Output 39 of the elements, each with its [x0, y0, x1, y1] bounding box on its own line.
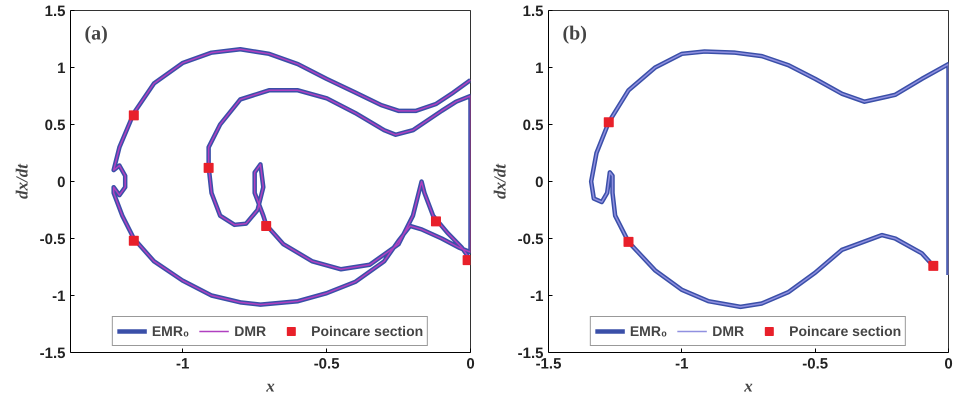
- y-axis-title: dx/dt: [490, 162, 510, 199]
- x-tick-label: 0: [466, 356, 475, 372]
- legend-label: EMR₀: [630, 323, 668, 339]
- x-tick-label: -0.5: [802, 356, 828, 372]
- y-tick-label: 0.5: [44, 117, 66, 134]
- y-tick-label: -1.5: [40, 345, 66, 362]
- point: [128, 110, 139, 120]
- legend-label: DMR: [712, 323, 744, 339]
- x-tick-label: -0.5: [314, 356, 340, 372]
- point: [128, 236, 139, 246]
- y-tick-label: -0.5: [40, 231, 66, 248]
- y-tick-label: -1: [530, 288, 544, 305]
- legend-label: DMR: [234, 323, 266, 339]
- legend-label: Poincare section: [311, 323, 424, 339]
- point: [261, 220, 272, 231]
- x-axis-title: x: [265, 376, 276, 396]
- y-tick-label: 1.5: [44, 3, 66, 20]
- x-tick-label: 0: [944, 356, 953, 372]
- legend-label: EMR₀: [152, 323, 190, 339]
- point: [624, 236, 634, 247]
- annotation: (b): [562, 22, 587, 44]
- y-tick-label: 1.5: [522, 3, 544, 20]
- point: [204, 162, 214, 173]
- legend-label: Poincare section: [789, 323, 902, 339]
- x-tick-label: -1: [675, 356, 689, 372]
- y-tick-label: 0: [535, 174, 544, 191]
- x-tick-label: -1: [176, 356, 190, 372]
- point: [604, 117, 614, 128]
- y-tick-label: -0.5: [518, 231, 544, 248]
- y-tick-label: 1: [57, 60, 66, 77]
- x-axis-title: x: [743, 376, 754, 396]
- y-axis-title: dx/dt: [12, 162, 32, 199]
- y-tick-label: 1: [535, 60, 544, 77]
- y-tick-label: 0: [57, 174, 66, 191]
- y-tick-label: 0.5: [522, 117, 544, 134]
- point: [928, 260, 938, 271]
- point: [430, 216, 441, 226]
- y-tick-label: -1: [52, 288, 66, 305]
- annotation: (a): [84, 22, 108, 44]
